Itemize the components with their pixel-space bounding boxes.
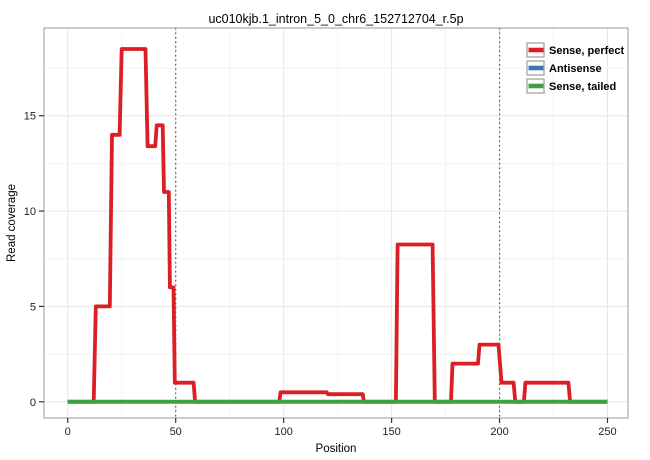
legend-label: Antisense — [549, 63, 602, 75]
y-tick-label: 5 — [30, 301, 36, 313]
x-axis-tick-labels: 0 50 100 150 200 250 — [65, 426, 617, 438]
y-tick-label: 10 — [24, 206, 36, 218]
x-tick-label: 50 — [170, 426, 182, 438]
y-axis-tick-labels: 0 5 10 15 — [24, 111, 36, 409]
panel-border — [43, 27, 629, 419]
y-tick-label: 0 — [30, 397, 36, 409]
series-lines — [67, 47, 608, 404]
x-tick-label: 100 — [274, 426, 292, 438]
axis-tick-marks — [39, 115, 609, 423]
x-axis-title: Position — [316, 443, 357, 455]
y-tick-label: 15 — [24, 111, 36, 123]
x-tick-label: 250 — [598, 426, 616, 438]
legend-label: Sense, perfect — [549, 45, 625, 57]
series-line-sense-perfect — [67, 47, 608, 404]
chart-title: uc010kjb.1_intron_5_0_chr6_152712704_r.5… — [208, 12, 463, 26]
x-tick-label: 0 — [65, 426, 71, 438]
legend: Sense, perfect Antisense Sense, tailed — [526, 42, 625, 94]
y-axis-title: Read coverage — [6, 184, 18, 262]
legend-label: Sense, tailed — [549, 81, 616, 93]
x-tick-label: 200 — [490, 426, 508, 438]
x-tick-label: 150 — [382, 426, 400, 438]
